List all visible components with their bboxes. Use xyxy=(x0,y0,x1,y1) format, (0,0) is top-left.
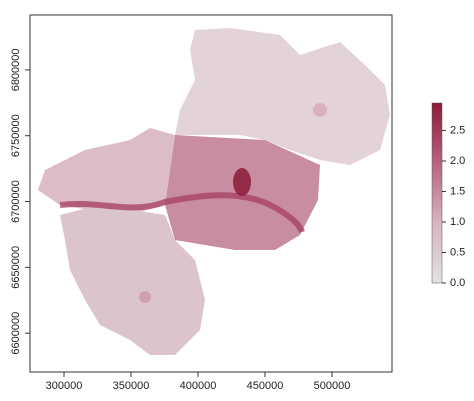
y-tick-label: 6600000 xyxy=(10,312,22,355)
region-north-east xyxy=(175,28,390,165)
plot-frame xyxy=(29,14,393,373)
hotspot-city xyxy=(233,168,251,196)
x-tick-label: 500000 xyxy=(314,380,351,392)
colorbar-tick-label: 1.5 xyxy=(450,185,465,197)
colorbar xyxy=(431,102,443,284)
region-west xyxy=(38,128,175,215)
map-raster xyxy=(38,28,390,355)
colorbar-tick-label: 1.0 xyxy=(450,216,465,228)
x-tick-label: 300000 xyxy=(46,380,83,392)
y-tick-label: 6700000 xyxy=(10,180,22,223)
colorbar-tick-label: 2.5 xyxy=(450,124,465,136)
colorbar-tick-label: 0.5 xyxy=(450,246,465,258)
hotspot-town xyxy=(139,291,151,303)
hotspot-town xyxy=(313,103,327,117)
colorbar-tick-label: 0.0 xyxy=(450,277,465,289)
x-tick-label: 400000 xyxy=(180,380,217,392)
loire-band xyxy=(59,192,305,234)
region-south xyxy=(60,205,205,355)
x-tick-label: 450000 xyxy=(247,380,284,392)
y-tick-label: 6750000 xyxy=(10,114,22,157)
y-tick-label: 6800000 xyxy=(10,48,22,91)
colorbar-tick-label: 2.0 xyxy=(450,155,465,167)
x-tick-label: 350000 xyxy=(113,380,150,392)
y-tick-label: 6650000 xyxy=(10,246,22,289)
